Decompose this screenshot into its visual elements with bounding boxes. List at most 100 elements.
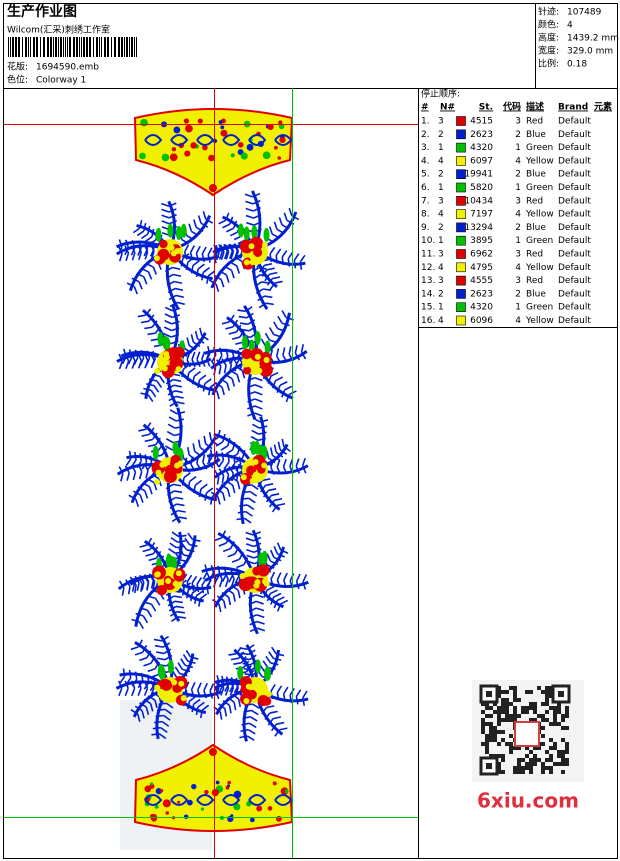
cell: 3	[438, 250, 444, 260]
color-swatch	[456, 302, 466, 313]
barb	[271, 233, 280, 239]
barb	[231, 441, 236, 451]
barb	[231, 485, 236, 494]
barb	[284, 385, 293, 391]
stat-label: 比例:	[538, 58, 559, 70]
barb	[233, 685, 239, 694]
barb	[215, 441, 224, 447]
barb	[245, 214, 254, 219]
colorway: Colorway 1	[36, 76, 86, 86]
qr-cell	[565, 746, 569, 750]
qr-cell	[549, 722, 553, 726]
color-swatch	[456, 222, 466, 233]
barb	[247, 391, 256, 396]
barb	[142, 548, 151, 553]
barb	[252, 199, 261, 205]
barb	[192, 260, 200, 267]
petal	[171, 679, 178, 686]
barb	[126, 472, 130, 481]
barb	[248, 593, 257, 599]
barb	[190, 334, 195, 343]
barb	[196, 462, 202, 471]
barb	[248, 600, 257, 606]
barb	[229, 250, 234, 260]
barb	[185, 590, 189, 599]
barb	[155, 651, 165, 655]
barb	[266, 267, 275, 271]
barb	[206, 572, 212, 581]
barb	[251, 429, 260, 435]
barb	[131, 464, 137, 473]
dot	[230, 153, 235, 158]
barb	[146, 609, 153, 618]
barb	[265, 302, 274, 306]
barb	[269, 282, 276, 291]
barb	[264, 262, 273, 267]
qr-cell	[493, 702, 497, 706]
qr-cell	[541, 734, 545, 738]
barb	[143, 352, 149, 361]
barb	[244, 306, 253, 312]
barb	[174, 432, 183, 437]
barb	[247, 319, 256, 325]
barb	[163, 714, 171, 721]
qr-cell	[557, 710, 561, 714]
barb	[169, 219, 178, 225]
dot	[165, 811, 169, 815]
color-swatch	[456, 142, 466, 153]
qr-cell	[501, 718, 505, 722]
petal	[252, 566, 262, 576]
leaf	[180, 223, 187, 238]
bar	[118, 37, 120, 57]
barb	[224, 461, 230, 469]
barb	[254, 384, 263, 389]
leaf	[175, 226, 182, 241]
barb	[241, 657, 250, 661]
barb	[190, 456, 194, 465]
barb	[118, 680, 123, 689]
bar	[96, 37, 98, 57]
barb	[251, 267, 260, 273]
barb	[269, 271, 278, 276]
cell: 4	[438, 316, 444, 326]
petal	[251, 366, 258, 373]
barb	[235, 324, 242, 333]
barb	[236, 571, 241, 580]
barb	[219, 683, 225, 692]
barb	[203, 690, 208, 699]
barb	[238, 456, 242, 465]
cell: Default	[558, 263, 591, 273]
barb	[132, 227, 141, 234]
barb	[173, 595, 182, 599]
qr-cell	[497, 714, 501, 718]
barb	[170, 616, 179, 622]
barb	[137, 353, 143, 362]
barb	[253, 536, 262, 542]
barb	[246, 548, 255, 553]
qr-cell	[529, 718, 533, 722]
barb	[269, 447, 274, 456]
barb	[207, 270, 216, 277]
barb	[201, 334, 209, 341]
barb	[233, 464, 239, 473]
barb	[255, 593, 264, 599]
qr-cell	[561, 726, 565, 730]
petal	[240, 474, 247, 481]
leaf	[264, 340, 271, 355]
barb	[231, 349, 235, 358]
barb	[191, 575, 198, 584]
barb	[149, 248, 155, 257]
barb	[302, 574, 308, 583]
qr-cell	[505, 710, 509, 714]
dot	[262, 151, 271, 160]
qr-cell	[529, 690, 533, 694]
barb	[152, 546, 159, 555]
barb	[225, 212, 230, 221]
qr-cell	[565, 758, 569, 762]
barb	[276, 596, 285, 602]
qr-cell	[541, 762, 545, 766]
barb	[128, 450, 132, 459]
qr-cell	[561, 718, 565, 722]
barb	[208, 387, 212, 396]
barb	[276, 552, 285, 558]
